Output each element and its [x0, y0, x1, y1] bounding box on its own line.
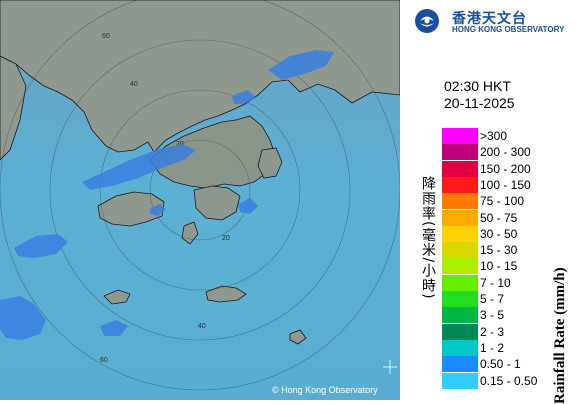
range-rings	[0, 0, 400, 391]
legend-label: 30 - 50	[480, 226, 518, 241]
legend-row: 3 - 5	[442, 307, 572, 324]
legend-row: 5 - 7	[442, 291, 572, 307]
legend-label: 75 - 100	[480, 194, 525, 209]
legend-swatch	[442, 209, 478, 226]
observation-date: 20-11-2025	[444, 95, 515, 111]
legend-swatch	[442, 242, 478, 259]
legend-swatch	[442, 258, 478, 275]
lamma-island	[181, 221, 199, 245]
compass-rose	[383, 360, 397, 374]
kowloon-hk-island	[193, 185, 241, 221]
legend-swatch	[442, 176, 478, 193]
legend-label: 15 - 30	[480, 243, 518, 258]
legend-label: 100 - 150	[480, 177, 531, 192]
legend-label: 3 - 5	[480, 308, 505, 323]
legend-label: 2 - 3	[480, 324, 505, 339]
echo-south	[100, 320, 128, 336]
ring-label-north-40: 40	[130, 81, 138, 88]
legend-label: 150 - 200	[480, 161, 531, 176]
legend-row: 15 - 30	[442, 242, 572, 259]
legend-swatch	[442, 372, 478, 389]
mainland-north	[0, 0, 400, 153]
echo-east-island	[238, 198, 258, 214]
legend-row: 2 - 3	[442, 323, 572, 340]
echo-island-small	[150, 204, 166, 216]
echo-west-sea	[14, 234, 68, 258]
dangan-island	[205, 285, 247, 303]
legend-swatch	[442, 291, 478, 307]
legend-label: 5 - 7	[480, 292, 505, 306]
legend-row: 10 - 15	[442, 258, 572, 275]
wanshan-islands	[103, 289, 131, 305]
ring-label-south-40: 40	[198, 323, 206, 330]
org-name-english: HONG KONG OBSERVATORY	[452, 25, 565, 34]
echo-northeast	[268, 50, 334, 80]
legend-unit-english: Rainfall Rate (mm/h)	[552, 267, 568, 404]
legend-row: >300	[442, 128, 572, 144]
legend-row: 50 - 75	[442, 209, 572, 226]
copyright-credit: © Hong Kong Observatory	[272, 385, 378, 395]
ring-label-north-60: 60	[102, 33, 110, 40]
radar-map[interactable]: 60 40 20 20 40 60	[0, 0, 400, 400]
legend-swatch	[442, 225, 478, 242]
legend-row: 200 - 300	[442, 144, 572, 161]
legend-unit-chinese: 降雨率(毫米/小時)	[420, 176, 436, 300]
legend-row: 100 - 150	[442, 176, 572, 193]
small-island-east	[289, 329, 307, 345]
legend-label: >300	[480, 129, 508, 143]
radar-echoes	[0, 50, 334, 340]
legend-label: 50 - 75	[480, 210, 518, 225]
legend-row: 0.50 - 1	[442, 356, 572, 373]
legend-row: 0.15 - 0.50	[442, 372, 572, 389]
legend-label: 7 - 10	[480, 275, 511, 290]
legend-swatch	[442, 274, 478, 291]
legend-row: 1 - 2	[442, 339, 572, 356]
legend-swatch	[442, 128, 478, 144]
legend-swatch	[442, 356, 478, 373]
legend-swatch	[442, 160, 478, 177]
legend-row: 75 - 100	[442, 193, 572, 210]
echo-north-coast	[232, 90, 256, 104]
org-name-chinese: 香港天文台	[452, 11, 527, 27]
legend-label: 0.50 - 1	[480, 357, 521, 372]
legend-label: 200 - 300	[480, 145, 531, 160]
echo-southwest	[0, 296, 46, 340]
legend-row: 30 - 50	[442, 225, 572, 242]
legend-label: 10 - 15	[480, 259, 518, 274]
legend-row: 7 - 10	[442, 274, 572, 291]
legend-label: 1 - 2	[480, 340, 505, 355]
legend-swatch	[442, 339, 478, 356]
info-panel: 香港天文台 HONG KONG OBSERVATORY 02:30 HKT 20…	[400, 0, 577, 404]
echo-band-center	[82, 144, 196, 190]
legend-swatch	[442, 144, 478, 161]
pearl-river-west-bank	[0, 55, 27, 161]
legend-swatch	[442, 193, 478, 210]
hko-logo-icon	[415, 9, 439, 33]
ring-label-south-60: 60	[100, 357, 108, 364]
lantau-island	[97, 191, 165, 227]
land-masses	[0, 0, 400, 345]
ring-label-south-20: 20	[222, 235, 230, 242]
observation-time: 02:30 HKT	[444, 78, 511, 94]
legend-row: 150 - 200	[442, 160, 572, 177]
legend-swatch	[442, 307, 478, 324]
legend-swatch	[442, 323, 478, 340]
sai-kung-peninsula	[257, 147, 283, 179]
legend-label: 0.15 - 0.50	[480, 373, 538, 388]
